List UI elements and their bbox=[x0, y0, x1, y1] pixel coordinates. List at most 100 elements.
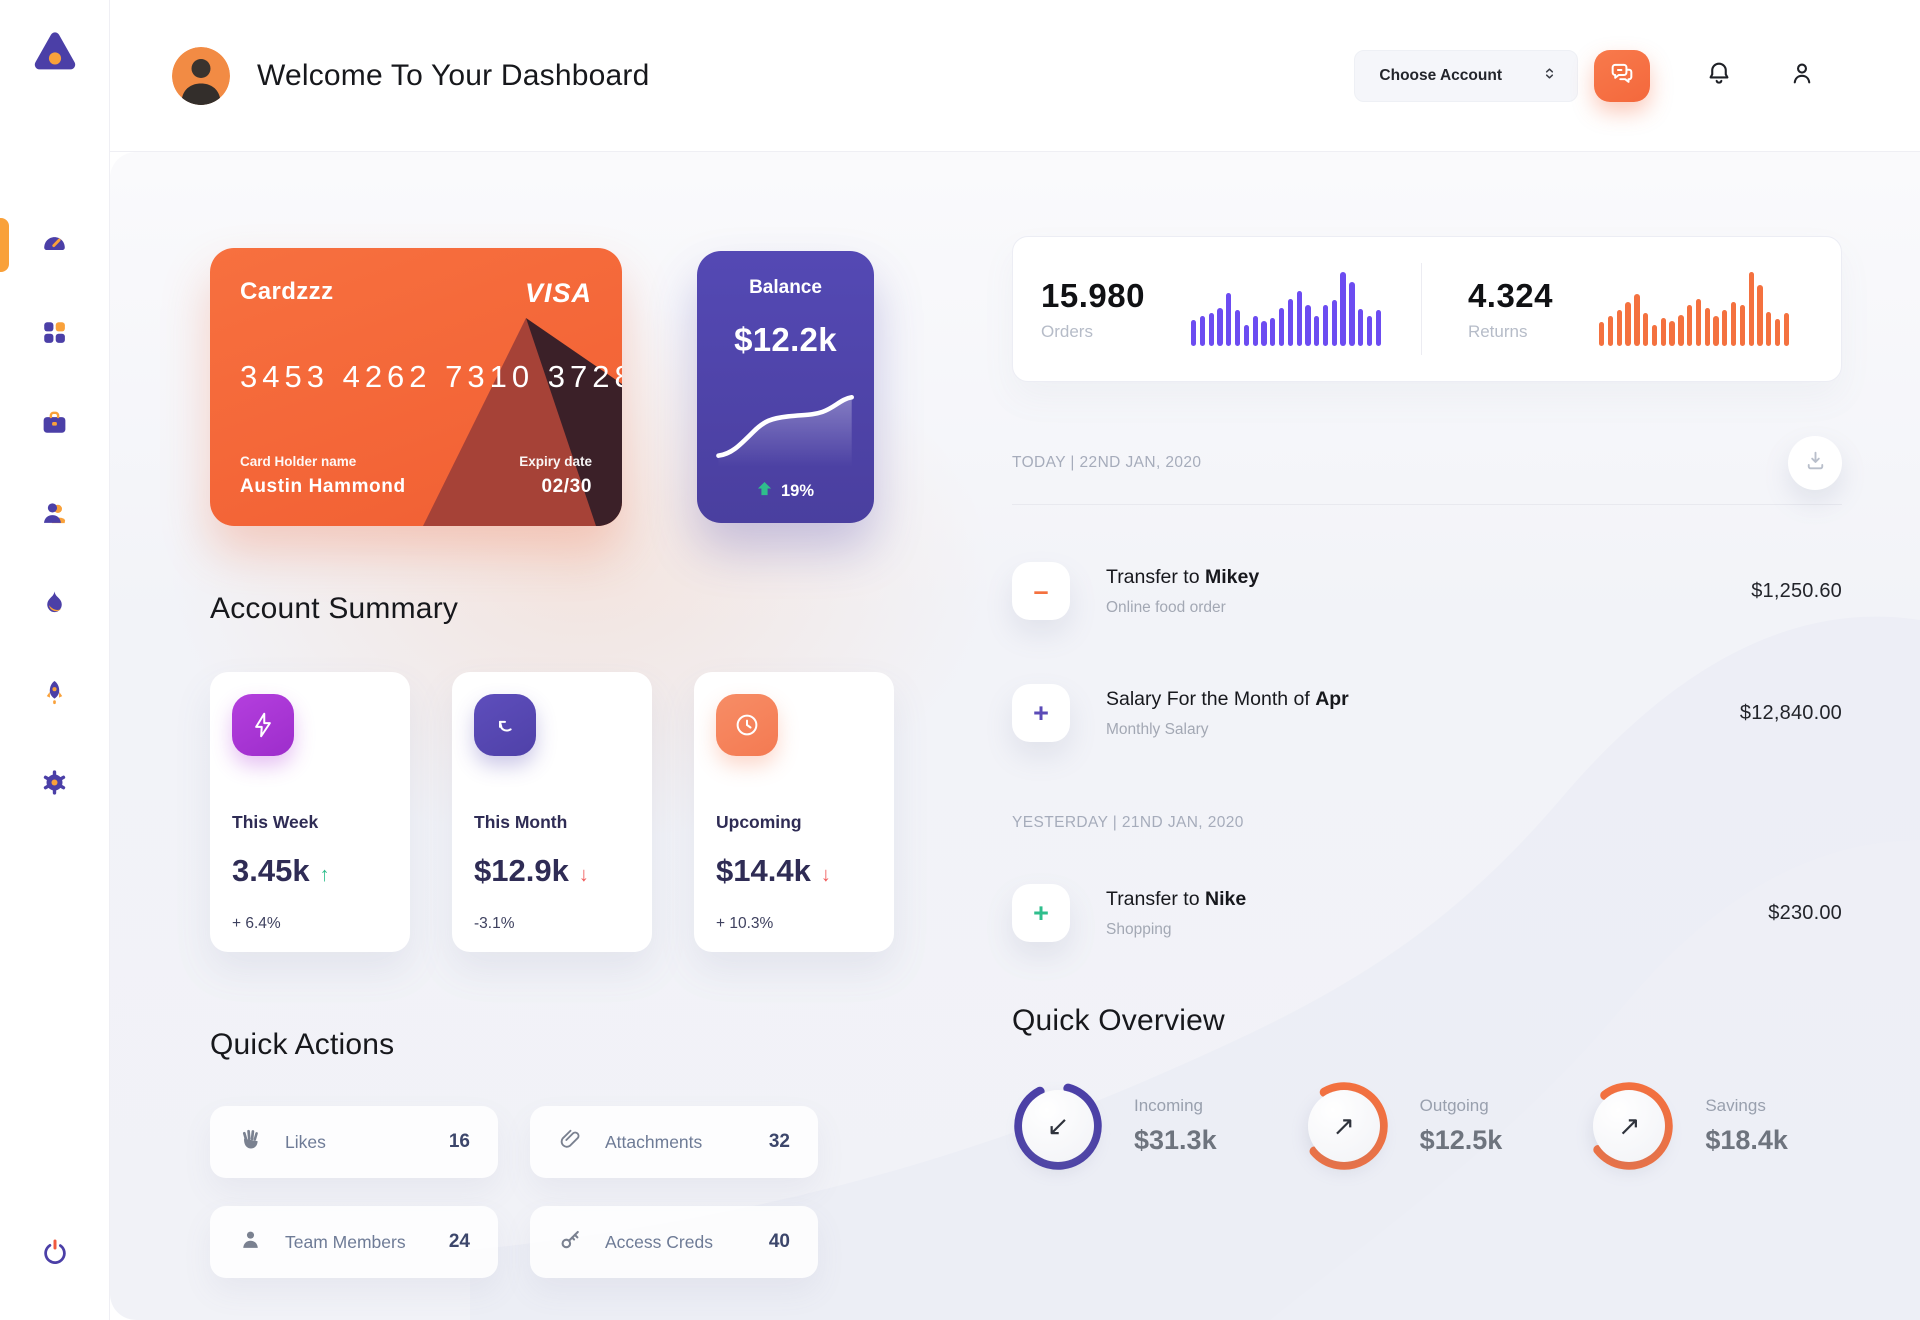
transaction-row[interactable]: + Salary For the Month of Apr Monthly Sa… bbox=[1012, 684, 1842, 742]
summary-change: -3.1% bbox=[474, 915, 515, 932]
app-logo-icon[interactable] bbox=[28, 26, 82, 80]
transaction-row[interactable]: – Transfer to Mikey Online food order $1… bbox=[1012, 562, 1842, 620]
account-summary-cards: This Week 3.45k ↑ + 6.4% This Month $12.… bbox=[210, 672, 894, 952]
balance-amount: $12.2k bbox=[734, 321, 837, 358]
users-icon bbox=[40, 498, 69, 532]
sidebar-item-launch[interactable] bbox=[0, 678, 109, 712]
orders-stat: 15.980 Orders bbox=[1041, 277, 1145, 342]
notifications-button[interactable] bbox=[1705, 59, 1733, 92]
arrow-up-right-icon: ↗ bbox=[1332, 1110, 1355, 1142]
trend-down-arrow: ↓ bbox=[820, 864, 831, 886]
sidebar-nav bbox=[0, 228, 109, 802]
summary-change: + 10.3% bbox=[716, 915, 774, 932]
overview-label: Incoming bbox=[1134, 1096, 1203, 1115]
main-content: Cardzzz VISA 3453 4262 7310 3728 Card Ho… bbox=[110, 152, 1920, 1320]
quick-actions-grid: Likes 16 Attachments 32 Team Members 24 bbox=[210, 1106, 894, 1278]
quick-action-count: 32 bbox=[768, 1131, 790, 1152]
overview-outgoing: ↗ Outgoing $12.5k bbox=[1298, 1080, 1557, 1172]
page-title: Welcome To Your Dashboard bbox=[257, 58, 650, 92]
sidebar bbox=[0, 0, 110, 1320]
quick-action-team-members[interactable]: Team Members 24 bbox=[210, 1206, 498, 1278]
transactions-header-yesterday: YESTERDAY | 21ND JAN, 2020 bbox=[1012, 814, 1842, 832]
right-column: 15.980 Orders 4.324 Returns TODAY | 22ND… bbox=[1012, 236, 1842, 1172]
lightning-icon bbox=[232, 694, 294, 756]
flame-icon bbox=[40, 588, 69, 622]
summary-value: $14.4k ↓ bbox=[716, 853, 831, 888]
sidebar-item-settings[interactable] bbox=[0, 768, 109, 802]
quick-action-access-creds[interactable]: Access Creds 40 bbox=[530, 1206, 818, 1278]
trend-arrow-icon bbox=[474, 694, 536, 756]
transaction-subtitle: Shopping bbox=[1106, 920, 1172, 938]
card-expiry-date: 02/30 bbox=[541, 476, 592, 497]
balance-card[interactable]: Balance $12.2k 19% bbox=[697, 251, 874, 523]
balance-sparkline-chart bbox=[715, 394, 854, 467]
quick-action-attachments[interactable]: Attachments 32 bbox=[530, 1106, 818, 1178]
divider bbox=[1420, 263, 1422, 355]
grid-icon bbox=[40, 318, 69, 352]
overview-value: $18.4k bbox=[1705, 1125, 1788, 1155]
transaction-title: Transfer to Nike bbox=[1106, 887, 1247, 910]
summary-label: Upcoming bbox=[716, 812, 802, 832]
pyramid-decoration bbox=[423, 318, 622, 526]
balance-change: 19% bbox=[757, 481, 814, 501]
sidebar-item-users[interactable] bbox=[0, 498, 109, 532]
quick-actions-title: Quick Actions bbox=[210, 1028, 395, 1061]
quick-action-likes[interactable]: Likes 16 bbox=[210, 1106, 498, 1178]
quick-overview-row: ↙ Incoming $31.3k ↗ Outgoing $12.5k bbox=[1012, 1080, 1842, 1172]
balance-change-value: 19% bbox=[780, 481, 815, 500]
transaction-subtitle: Monthly Salary bbox=[1106, 720, 1209, 738]
messages-button[interactable] bbox=[1594, 49, 1650, 102]
arrow-down-left-icon: ↙ bbox=[1046, 1110, 1070, 1142]
arrow-up-right-icon: ↗ bbox=[1618, 1110, 1641, 1142]
profile-button[interactable] bbox=[1788, 59, 1816, 92]
returns-bar-chart bbox=[1599, 272, 1790, 346]
power-icon bbox=[40, 1239, 70, 1271]
gear-icon bbox=[40, 768, 69, 802]
briefcase-icon bbox=[40, 408, 69, 442]
cards-row: Cardzzz VISA 3453 4262 7310 3728 Card Ho… bbox=[210, 248, 894, 526]
overview-value: $31.3k bbox=[1134, 1125, 1217, 1155]
user-icon bbox=[1788, 59, 1816, 92]
card-holder-label: Card Holder name bbox=[240, 454, 357, 469]
returns-value: 4.324 bbox=[1467, 276, 1554, 314]
chat-bubbles-icon bbox=[1608, 59, 1636, 92]
transaction-text: Salary For the Month of Apr Monthly Sala… bbox=[1106, 688, 1349, 739]
card-expiry-label: Expiry date bbox=[519, 454, 592, 469]
avatar[interactable] bbox=[172, 46, 230, 105]
orders-bar-chart bbox=[1190, 272, 1381, 346]
rocket-icon bbox=[40, 678, 69, 712]
quick-action-label: Likes bbox=[285, 1131, 326, 1152]
clock-icon bbox=[716, 694, 778, 756]
waving-hand-icon bbox=[238, 1127, 263, 1157]
logout-button[interactable] bbox=[40, 1237, 70, 1272]
transaction-row[interactable]: + Transfer to Nike Shopping $230.00 bbox=[1012, 884, 1842, 942]
sidebar-item-work[interactable] bbox=[0, 408, 109, 442]
transaction-text: Transfer to Nike Shopping bbox=[1106, 888, 1246, 939]
quick-action-label: Attachments bbox=[605, 1131, 703, 1152]
sidebar-item-apps[interactable] bbox=[0, 318, 109, 352]
summary-card-upcoming[interactable]: Upcoming $14.4k ↓ + 10.3% bbox=[694, 672, 894, 952]
divider bbox=[1012, 504, 1842, 505]
quick-action-count: 24 bbox=[448, 1231, 470, 1252]
outgoing-donut-chart: ↗ bbox=[1298, 1080, 1390, 1172]
incoming-donut-chart: ↙ bbox=[1012, 1080, 1104, 1172]
trend-down-arrow: ↓ bbox=[578, 864, 589, 886]
download-button[interactable] bbox=[1788, 436, 1842, 490]
savings-donut-chart: ↗ bbox=[1583, 1080, 1675, 1172]
download-icon bbox=[1803, 448, 1828, 478]
transaction-subtitle: Online food order bbox=[1106, 598, 1226, 616]
summary-card-this-week[interactable]: This Week 3.45k ↑ + 6.4% bbox=[210, 672, 410, 952]
chevron-updown-icon bbox=[1542, 66, 1557, 86]
header: Welcome To Your Dashboard Choose Account bbox=[110, 0, 1920, 152]
card-holder: Card Holder name Austin Hammond bbox=[240, 454, 406, 498]
minus-icon: – bbox=[1012, 562, 1070, 620]
balance-title: Balance bbox=[749, 277, 822, 298]
quick-action-count: 40 bbox=[768, 1231, 790, 1252]
account-dropdown[interactable]: Choose Account bbox=[1354, 49, 1578, 102]
sidebar-item-dashboard[interactable] bbox=[0, 228, 109, 262]
summary-card-this-month[interactable]: This Month $12.9k ↓ -3.1% bbox=[452, 672, 652, 952]
sidebar-item-trending[interactable] bbox=[0, 588, 109, 622]
card-name: Cardzzz bbox=[240, 278, 334, 305]
credit-card[interactable]: Cardzzz VISA 3453 4262 7310 3728 Card Ho… bbox=[210, 248, 622, 526]
arrow-up-icon bbox=[757, 481, 772, 501]
